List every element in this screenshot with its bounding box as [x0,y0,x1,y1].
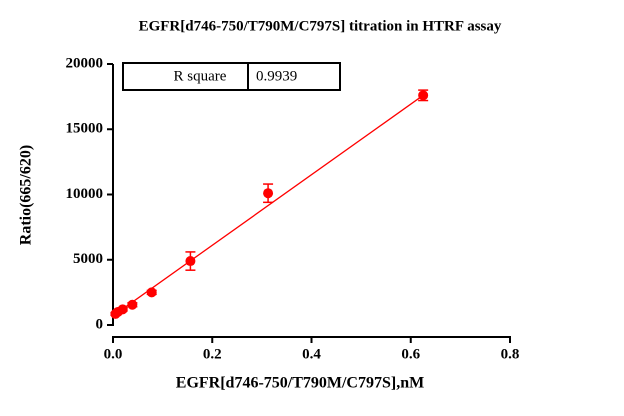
x-tick-label: 0.8 [501,346,520,362]
y-tick-label: 5000 [73,251,103,267]
x-tick-label: 0.2 [203,346,222,362]
y-tick-label: 20000 [66,55,104,71]
x-tick-label: 0.0 [104,346,123,362]
data-point [127,299,138,310]
r-square-label: R square [174,68,227,84]
y-axis-label: Ratio(665/620) [18,145,35,245]
data-point [146,287,157,298]
chart-title: EGFR[d746-750/T790M/C797S] titration in … [139,18,502,34]
data-point [418,90,429,101]
data-point [263,188,274,199]
y-tick-label: 10000 [66,186,104,202]
x-tick-label: 0.6 [401,346,420,362]
x-tick-label: 0.4 [302,346,321,362]
x-axis-label: EGFR[d746-750/T790M/C797S],nM [176,375,424,392]
data-point [117,304,128,315]
r-square-box [122,62,341,91]
y-tick-label: 0 [96,316,104,332]
r-square-value: 0.9939 [256,68,297,84]
y-tick-label: 15000 [66,121,104,137]
fit-line [112,94,424,317]
data-point [185,256,196,267]
